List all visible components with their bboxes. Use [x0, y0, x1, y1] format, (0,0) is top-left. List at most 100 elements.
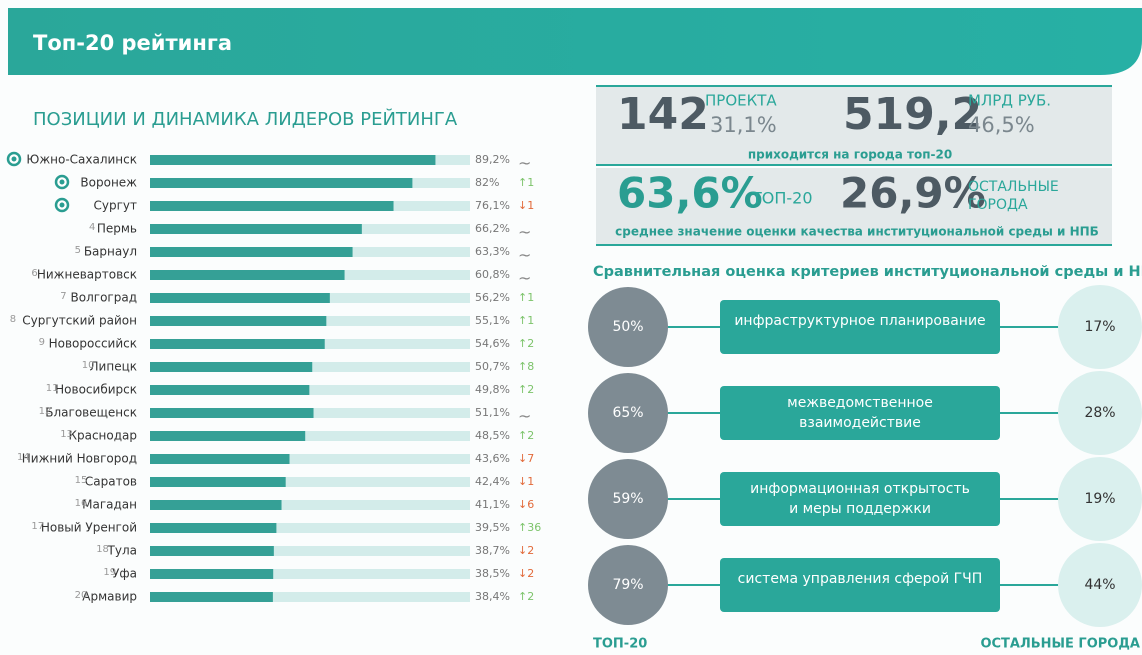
bar — [150, 408, 314, 418]
category-label: Новороссийск — [49, 337, 137, 351]
rank-label: 17 — [31, 521, 44, 532]
trend: ~ — [518, 269, 531, 288]
category-label: Армавир — [82, 590, 137, 604]
value-label: 54,6% — [475, 337, 510, 350]
legend-left: ТОП-20 — [593, 637, 647, 652]
criterion-box — [720, 386, 1000, 440]
value-label: 43,6% — [475, 452, 510, 465]
value-label: 82% — [475, 176, 499, 189]
medal-icon — [59, 202, 65, 208]
bar — [150, 224, 362, 234]
category-label: Тула — [107, 544, 137, 558]
trend: ↑2 — [518, 429, 534, 442]
stat-label: ТОП-20 — [751, 189, 813, 208]
stat-box — [596, 168, 1112, 245]
category-label: Магадан — [82, 498, 137, 512]
top20-circle — [588, 545, 668, 625]
bar — [150, 546, 274, 556]
value-label: 41,1% — [475, 498, 510, 511]
stats: 142 ПРОЕКТА 31,1% 519,2 МЛРД РУБ. 46,5% … — [596, 85, 1112, 246]
bar-track — [150, 500, 470, 510]
trend: ↓1 — [518, 199, 534, 212]
category-label: Нижневартовск — [37, 268, 137, 282]
other-value: 17% — [1084, 319, 1115, 335]
bar-track — [150, 431, 470, 441]
value-label: 38,7% — [475, 544, 510, 557]
comparison-title: Сравнительная оценка критериев институци… — [593, 264, 1142, 280]
bar — [150, 500, 282, 510]
rank-label: 18 — [96, 544, 109, 555]
rank-label: 6 — [31, 268, 37, 279]
category-label: Воронеж — [80, 176, 137, 190]
top20-value: 50% — [612, 319, 643, 335]
trend: ↑2 — [518, 590, 534, 603]
category-label: Южно-Сахалинск — [26, 153, 137, 167]
medal-icon — [11, 156, 17, 162]
bar — [150, 247, 353, 257]
trend: ~ — [518, 223, 531, 242]
rank-label: 14 — [17, 452, 30, 463]
other-circle — [1058, 371, 1142, 455]
other-value: 44% — [1084, 577, 1115, 593]
trend: ~ — [518, 246, 531, 265]
rank-label: 20 — [75, 590, 88, 601]
other-circle — [1058, 457, 1142, 541]
trend: ↓1 — [518, 475, 534, 488]
bar — [150, 569, 274, 579]
criterion-label: инфраструктурное планирование — [734, 313, 985, 329]
header-title: Топ-20 рейтинга — [33, 31, 232, 55]
bar-track — [150, 546, 470, 556]
category-label: Сургутский район — [22, 314, 137, 328]
stat-value: 63,6% — [617, 169, 763, 218]
trend: ↑2 — [518, 337, 534, 350]
comparison: 50% инфраструктурное планирование 17% 65% ме… — [588, 285, 1142, 627]
trend: ↓7 — [518, 452, 534, 465]
rank-label: 19 — [103, 567, 116, 578]
stat-label: ПРОЕКТА — [705, 92, 777, 110]
top20-value: 59% — [612, 491, 643, 507]
criterion-label: информационная открытость — [750, 481, 970, 497]
category-label: Липецк — [90, 360, 137, 374]
stat-label: ГОРОДА — [968, 197, 1028, 213]
category-label: Уфа — [112, 567, 137, 581]
other-circle — [1058, 285, 1142, 369]
value-label: 63,3% — [475, 245, 510, 258]
trend: ~ — [518, 407, 531, 426]
rank-label: 4 — [89, 222, 95, 233]
category-label: Краснодар — [68, 429, 137, 443]
bar — [150, 454, 290, 464]
top20-circle — [588, 459, 668, 539]
criterion-label: и меры поддержки — [789, 501, 931, 517]
other-circle — [1058, 543, 1142, 627]
rank-label: 9 — [39, 337, 45, 348]
trend: ↑8 — [518, 360, 534, 373]
category-label: Благовещенск — [45, 406, 137, 420]
top20-value: 79% — [612, 577, 643, 593]
bar — [150, 270, 345, 280]
value-label: 48,5% — [475, 429, 510, 442]
category-label: Саратов — [85, 475, 137, 489]
value-label: 89,2% — [475, 153, 510, 166]
top20-circle — [588, 373, 668, 453]
stat-box — [596, 85, 1112, 165]
other-value: 28% — [1084, 405, 1115, 421]
value-label: 51,1% — [475, 406, 510, 419]
category-label: Нижний Новгород — [22, 452, 137, 466]
value-label: 56,2% — [475, 291, 510, 304]
category-label: Барнаул — [84, 245, 137, 259]
rank-label: 10 — [82, 360, 95, 371]
rank-label: 12 — [39, 406, 52, 417]
bar — [150, 477, 286, 487]
category-label: Пермь — [97, 222, 137, 236]
bar — [150, 339, 325, 349]
category-label: Новый Уренгой — [41, 521, 137, 535]
bar — [150, 155, 436, 165]
criterion-box — [720, 300, 1000, 354]
trend: ↑1 — [518, 176, 534, 189]
bar — [150, 201, 394, 211]
value-label: 38,4% — [475, 590, 510, 603]
trend: ↓2 — [518, 544, 534, 557]
chart-title: ПОЗИЦИИ И ДИНАМИКА ЛИДЕРОВ РЕЙТИНГА — [33, 108, 458, 130]
trend: ↑2 — [518, 383, 534, 396]
